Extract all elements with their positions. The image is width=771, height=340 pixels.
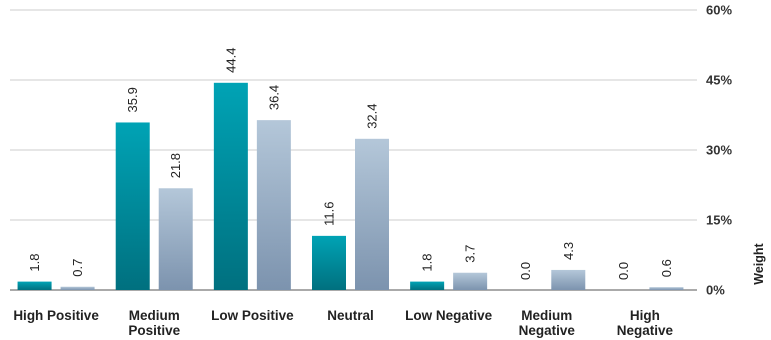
data-label: 1.8	[420, 254, 435, 272]
gridlines	[10, 9, 697, 291]
data-label: 0.7	[70, 259, 85, 277]
bar	[60, 286, 95, 290]
bar	[551, 269, 586, 290]
bar	[649, 287, 684, 290]
data-label: 0.0	[518, 262, 533, 280]
data-label: 1.8	[27, 254, 42, 272]
data-label: 11.6	[322, 202, 337, 226]
bar	[158, 188, 193, 290]
bar	[355, 138, 389, 290]
bar	[256, 120, 291, 290]
data-label: 44.4	[223, 47, 238, 72]
data-label: 21.8	[168, 153, 183, 178]
y-tick-label: 0%	[706, 283, 725, 298]
bar	[453, 272, 488, 290]
x-tick-label: Neutral	[327, 308, 374, 323]
y-axis-title: Weight	[752, 242, 766, 284]
bars	[17, 82, 684, 290]
x-axis: High Positive Medium Positive Low Positive N…	[13, 308, 673, 338]
bar	[312, 235, 346, 290]
x-tick-label: Low Positive	[211, 308, 294, 323]
x-tick-label: High Negative	[617, 308, 674, 338]
bar	[410, 281, 445, 290]
y-tick-label: 45%	[706, 73, 732, 88]
bar	[213, 82, 248, 290]
data-label: 35.9	[125, 87, 140, 112]
bar	[115, 122, 150, 290]
data-label: 4.3	[561, 242, 576, 260]
y-tick-label: 15%	[706, 213, 732, 228]
bar	[17, 281, 52, 290]
x-tick-label: Medium Positive	[128, 308, 180, 338]
data-label: 3.7	[463, 245, 478, 263]
y-tick-label: 30%	[706, 143, 732, 158]
x-tick-label: Medium Negative	[519, 308, 576, 338]
data-label: 0.0	[616, 262, 631, 280]
x-tick-label: Low Negative	[405, 308, 493, 323]
data-labels: 1.8 0.7 35.9 21.8 44.4 36.4 11.6 32.4 1.8 3.7 0.0 4…	[27, 47, 674, 280]
data-label: 36.4	[266, 85, 281, 110]
data-label: 32.4	[365, 103, 380, 128]
data-label: 0.6	[659, 259, 674, 277]
y-axis: 0% 15% 30% 45% 60%	[706, 3, 732, 298]
y-tick-label: 60%	[706, 3, 732, 18]
x-tick-label: High Positive	[13, 308, 99, 323]
